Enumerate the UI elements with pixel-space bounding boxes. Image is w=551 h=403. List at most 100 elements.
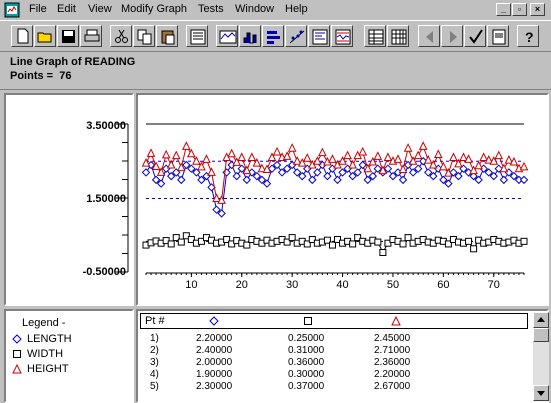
cut-button[interactable] bbox=[110, 25, 132, 47]
graph-header: Line Graph of READING Points = 76 bbox=[0, 52, 551, 90]
point-length bbox=[338, 168, 347, 177]
restore-button[interactable]: ▫ bbox=[512, 3, 527, 16]
point-height bbox=[141, 157, 151, 167]
point-length bbox=[449, 168, 458, 177]
table-cell-length: 1.90000 bbox=[196, 369, 233, 380]
menu-view[interactable]: View bbox=[88, 3, 112, 15]
scroll-down-button[interactable] bbox=[533, 385, 549, 401]
bar-chart-button[interactable] bbox=[262, 25, 284, 47]
y-label-mid: 1.50000 bbox=[86, 193, 126, 205]
report-icon bbox=[190, 29, 206, 45]
point-length bbox=[474, 175, 483, 185]
table-button[interactable] bbox=[364, 25, 386, 47]
point-width bbox=[399, 240, 407, 248]
chart-pane: 10 20 30 40 50 60 70 bbox=[136, 93, 549, 306]
point-height bbox=[242, 165, 252, 175]
point-height bbox=[302, 153, 312, 162]
point-height bbox=[151, 161, 161, 170]
point-height bbox=[378, 165, 388, 175]
table-cell-length: 2.40000 bbox=[196, 345, 233, 356]
point-width bbox=[187, 235, 195, 243]
triangle-icon bbox=[391, 316, 401, 326]
histogram-button[interactable] bbox=[239, 25, 261, 47]
print-button[interactable] bbox=[80, 25, 102, 47]
point-height bbox=[343, 150, 352, 160]
point-length bbox=[252, 171, 262, 181]
point-length bbox=[232, 171, 241, 181]
point-height bbox=[207, 167, 216, 176]
close-button[interactable]: × bbox=[530, 3, 545, 16]
table-cell-height: 2.71000 bbox=[374, 345, 411, 356]
point-length bbox=[282, 164, 292, 173]
point-height bbox=[192, 156, 201, 165]
menu-edit[interactable]: Edit bbox=[57, 3, 76, 15]
check-button[interactable] bbox=[464, 25, 486, 47]
point-height bbox=[444, 168, 453, 177]
settings-button[interactable] bbox=[487, 25, 509, 47]
point-height bbox=[469, 165, 478, 175]
open-folder-button[interactable] bbox=[34, 25, 56, 47]
prev-arrow-icon bbox=[426, 31, 433, 43]
point-height bbox=[459, 152, 468, 162]
scatter-button[interactable] bbox=[285, 25, 307, 47]
pt-column-header: Pt # bbox=[145, 315, 165, 327]
x-tick-label: 20 bbox=[236, 279, 248, 291]
help-button[interactable]: ? bbox=[517, 25, 539, 47]
menu-help[interactable]: Help bbox=[285, 3, 308, 15]
table-cell-pt: 4) bbox=[150, 369, 159, 380]
scroll-up-button[interactable] bbox=[533, 312, 549, 328]
app-icon[interactable] bbox=[4, 2, 20, 18]
point-height bbox=[418, 141, 428, 150]
line-graph-button[interactable] bbox=[216, 25, 238, 47]
point-height bbox=[156, 167, 166, 176]
line-chart: 10 20 30 40 50 60 70 bbox=[141, 123, 529, 291]
table-cell-height: 2.36000 bbox=[374, 357, 411, 368]
point-height bbox=[348, 159, 357, 169]
point-length bbox=[262, 179, 272, 188]
menu-tests[interactable]: Tests bbox=[198, 3, 224, 15]
point-width bbox=[384, 239, 392, 247]
point-length bbox=[182, 160, 191, 170]
menu-file[interactable]: File bbox=[29, 3, 47, 15]
point-length bbox=[177, 175, 186, 185]
control-chart-button[interactable] bbox=[331, 25, 353, 47]
x-tick-label: 50 bbox=[387, 279, 399, 291]
point-length bbox=[267, 164, 277, 173]
menu-modify-graph[interactable]: Modify Graph bbox=[121, 3, 188, 15]
new-file-button[interactable] bbox=[11, 25, 33, 47]
minimize-button[interactable]: _ bbox=[496, 3, 511, 16]
next-arrow-button[interactable] bbox=[441, 25, 463, 47]
vertical-scrollbar[interactable] bbox=[533, 312, 549, 401]
point-width bbox=[197, 237, 205, 245]
paste-button[interactable] bbox=[156, 25, 178, 47]
point-length bbox=[373, 164, 383, 173]
scroll-thumb[interactable] bbox=[533, 328, 549, 342]
table-cell-pt: 1) bbox=[150, 333, 159, 344]
x-tick-label: 40 bbox=[336, 279, 348, 291]
menu-window[interactable]: Window bbox=[235, 3, 275, 15]
point-height bbox=[423, 155, 433, 164]
arrow-up-icon bbox=[537, 317, 545, 322]
point-width bbox=[243, 241, 251, 249]
report-button[interactable] bbox=[186, 25, 208, 47]
point-height bbox=[499, 163, 509, 173]
legend-item-width: WIDTH bbox=[12, 348, 63, 360]
point-height bbox=[428, 159, 438, 169]
point-length bbox=[368, 171, 378, 181]
point-height bbox=[454, 158, 463, 168]
point-height bbox=[262, 164, 272, 173]
grid-button[interactable] bbox=[387, 25, 409, 47]
y-axis-pane: 3.50000 1.50000 -0.50000 bbox=[4, 93, 134, 306]
point-length bbox=[308, 175, 317, 185]
prev-arrow-button[interactable] bbox=[418, 25, 440, 47]
point-height bbox=[252, 157, 262, 167]
triangle-icon bbox=[12, 364, 22, 374]
toolbar: ? bbox=[0, 20, 551, 52]
copy-button[interactable] bbox=[133, 25, 155, 47]
point-width bbox=[223, 235, 231, 243]
point-height bbox=[439, 161, 448, 171]
stats-button[interactable] bbox=[308, 25, 330, 47]
point-height bbox=[519, 161, 529, 171]
point-width bbox=[354, 234, 362, 242]
save-button[interactable] bbox=[57, 25, 79, 47]
